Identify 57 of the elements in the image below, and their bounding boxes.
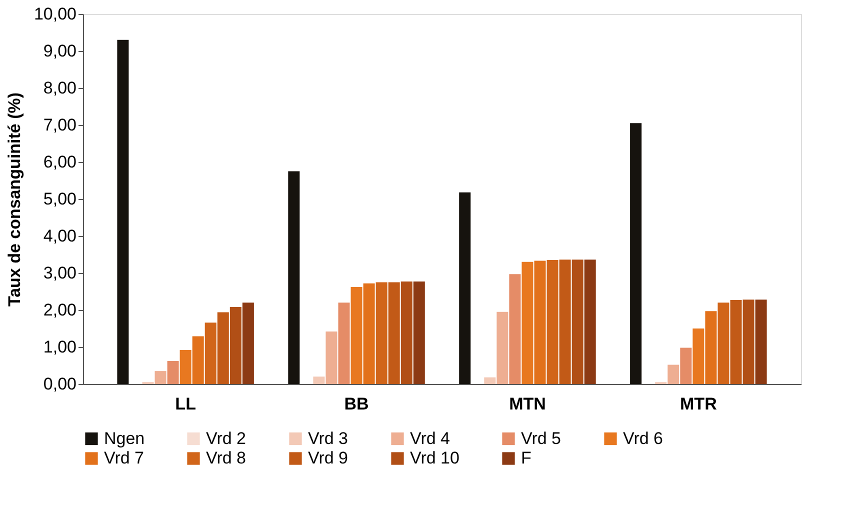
bar <box>559 260 571 384</box>
legend-label: Vrd 2 <box>206 428 246 448</box>
bar <box>484 377 496 384</box>
y-tick-label: 9,00 <box>43 42 76 60</box>
bar <box>630 123 642 384</box>
bar <box>326 331 338 384</box>
legend-label: Vrd 9 <box>308 448 348 468</box>
legend-label: Vrd 8 <box>206 448 246 468</box>
bar <box>680 348 692 384</box>
bar <box>204 322 216 384</box>
legend-label: Vrd 7 <box>104 448 144 468</box>
bar <box>572 260 584 384</box>
y-axis-title: Taux de consanguinité (%) <box>4 92 24 307</box>
y-tick-label: 6,00 <box>43 152 76 172</box>
legend-label: Vrd 4 <box>410 428 450 448</box>
bar <box>718 302 730 384</box>
bar <box>668 364 680 384</box>
legend-label: Vrd 10 <box>410 448 460 468</box>
bar <box>154 371 166 384</box>
bar <box>388 282 400 384</box>
bar <box>217 312 229 384</box>
bar <box>117 40 129 384</box>
y-tick-label: 3,00 <box>43 264 76 282</box>
y-tick-label: 7,00 <box>43 116 76 134</box>
legend-label: F <box>521 448 532 468</box>
bar <box>413 282 425 384</box>
legend-label: Vrd 5 <box>521 428 562 448</box>
bar <box>288 171 300 384</box>
y-tick-label: 10,00 <box>34 4 76 24</box>
y-tick-label: 4,00 <box>43 226 76 246</box>
legend-label: Vrd 3 <box>308 428 348 448</box>
bar <box>167 361 179 384</box>
bar <box>230 307 242 384</box>
y-tick-label: 8,00 <box>43 78 76 98</box>
bar <box>730 300 742 384</box>
y-tick-label: 2,00 <box>43 300 76 320</box>
y-tick-label: 5,00 <box>43 190 76 208</box>
legend-label: Ngen <box>104 428 145 448</box>
x-tick-label: LL <box>175 394 196 414</box>
bar <box>242 302 254 384</box>
x-tick-label: MTR <box>680 394 717 414</box>
bar <box>376 282 388 384</box>
legend-label: Vrd 6 <box>623 428 664 448</box>
x-tick-label: BB <box>344 394 369 414</box>
bar <box>338 302 350 384</box>
bar <box>584 260 596 384</box>
bar <box>755 300 767 384</box>
bar <box>313 376 325 384</box>
y-tick-label: 0,00 <box>43 374 76 394</box>
bar <box>400 282 412 384</box>
bar <box>496 312 508 384</box>
y-tick-label: 1,00 <box>43 338 76 356</box>
bar <box>742 300 754 384</box>
x-tick-label: MTN <box>509 394 546 414</box>
bar <box>459 192 471 384</box>
bar <box>546 260 558 384</box>
bar <box>509 274 521 384</box>
